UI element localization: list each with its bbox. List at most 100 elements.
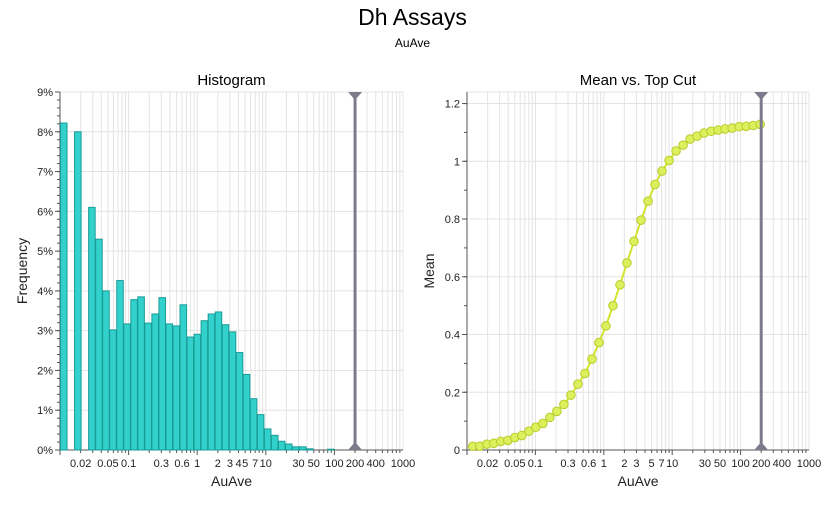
x-axis-label: AuAve <box>211 473 252 489</box>
mean-point <box>580 368 590 379</box>
histogram-bar <box>249 398 258 451</box>
x-tick-label: 7 <box>252 458 258 470</box>
x-tick-label: 2 <box>215 458 221 470</box>
y-tick-label: 7% <box>37 167 53 179</box>
y-tick-label: 9% <box>37 87 53 99</box>
histogram-bar <box>151 313 159 451</box>
mean-chart: 00.20.40.60.811.20.02 0.05 0.1 0.3 0.6 1 2 3 5 7 1… <box>421 72 821 489</box>
x-tick-label: 30 <box>699 458 711 470</box>
top-cut-marker[interactable] <box>348 92 363 450</box>
x-tick-label: 0.6 <box>174 458 189 470</box>
histogram-bar <box>256 414 265 451</box>
x-tick-label: 200 <box>752 458 770 470</box>
x-tick-label: 5 <box>242 458 248 470</box>
x-tick-label: 2 <box>621 458 627 470</box>
chart-title: Histogram <box>197 72 265 89</box>
chart-title: Mean vs. Top Cut <box>580 72 697 89</box>
x-tick-label: 0.1 <box>121 458 136 470</box>
mean-point <box>643 196 653 206</box>
x-tick-label: 0.6 <box>581 458 596 470</box>
histogram-chart: 0%1%2%3%4%5%6%7%8%9%0.02 0.05 0.1 0.3 0.6 1 2 3… <box>14 72 415 489</box>
y-tick-label: 0.2 <box>445 387 460 399</box>
histogram-bar <box>299 446 307 451</box>
x-tick-label: 10 <box>666 458 678 470</box>
y-tick-label: 0.4 <box>445 330 460 342</box>
y-tick-label: 5% <box>37 246 53 258</box>
x-tick-label: 1 <box>194 458 200 470</box>
y-tick-label: 0.8 <box>445 214 460 226</box>
y-tick-label: 6% <box>37 206 53 218</box>
histogram-bar <box>242 373 251 451</box>
y-tick-label: 1.2 <box>445 99 460 111</box>
x-tick-label: 4 <box>235 458 241 470</box>
y-tick-label: 0 <box>454 445 460 457</box>
x-tick-label: 400 <box>367 458 385 470</box>
y-tick-label: 1 <box>454 156 460 168</box>
x-tick-label: 1000 <box>797 458 821 470</box>
mean-point <box>657 166 667 176</box>
y-tick-label: 0% <box>37 445 53 457</box>
y-tick-label: 0.6 <box>445 272 460 284</box>
histogram-bar <box>74 131 82 451</box>
x-tick-label: 30 <box>292 458 304 470</box>
histogram-bar <box>200 320 209 451</box>
x-tick-label: 7 <box>659 458 665 470</box>
x-tick-label: 3 <box>633 458 639 470</box>
histogram-bar <box>306 448 314 451</box>
x-tick-label: 100 <box>731 458 749 470</box>
y-tick-label: 4% <box>37 286 53 298</box>
mean-point <box>636 215 646 225</box>
histogram-bar <box>292 446 300 451</box>
mean-point <box>622 258 632 268</box>
mean-point <box>552 406 562 417</box>
mean-point <box>615 280 625 290</box>
mean-point <box>608 300 618 311</box>
histogram-bar <box>116 280 124 451</box>
x-tick-label: 1 <box>601 458 607 470</box>
histogram-bar <box>221 324 230 451</box>
histogram-bar <box>130 299 138 451</box>
top-cut-handle-bottom <box>348 442 363 450</box>
x-tick-label: 0.02 <box>70 458 91 470</box>
x-tick-label: 100 <box>325 458 343 470</box>
page-subtitle: AuAve <box>394 36 431 50</box>
histogram-bar <box>60 122 68 451</box>
x-tick-label: 50 <box>714 458 726 470</box>
x-tick-label: 0.05 <box>504 458 525 470</box>
mean-point <box>629 236 639 247</box>
x-tick-label: 0.02 <box>477 458 498 470</box>
histogram-bar <box>186 336 195 451</box>
top-cut-handle-top <box>348 92 363 100</box>
top-cut-marker[interactable] <box>754 92 769 450</box>
histogram-bar <box>277 440 286 451</box>
y-tick-label: 2% <box>37 365 53 377</box>
mean-point <box>517 430 527 441</box>
mean-point <box>650 179 660 190</box>
mean-point <box>587 354 597 364</box>
mean-point <box>601 321 611 331</box>
histogram-bar <box>123 323 131 451</box>
y-tick-label: 3% <box>37 326 53 338</box>
page-title: Dh Assays <box>358 4 467 30</box>
mean-point <box>559 399 569 410</box>
y-axis-label: Frequency <box>14 238 30 304</box>
x-tick-label: 0.3 <box>154 458 169 470</box>
histogram-bar <box>207 313 216 451</box>
mean-point <box>524 426 534 437</box>
histogram-bar <box>270 434 279 451</box>
mean-point <box>573 379 583 389</box>
histogram-bar <box>179 304 188 451</box>
top-cut-handle-bottom <box>754 442 769 450</box>
histogram-bar <box>285 443 293 451</box>
histogram-bar <box>193 333 202 451</box>
x-tick-label: 0.05 <box>97 458 118 470</box>
x-axis-label: AuAve <box>618 473 659 489</box>
histogram-bar <box>327 448 335 451</box>
x-tick-label: 50 <box>308 458 320 470</box>
histogram-bar <box>95 238 103 451</box>
y-tick-label: 8% <box>37 127 53 139</box>
x-tick-label: 400 <box>773 458 791 470</box>
mean-point <box>671 146 681 156</box>
mean-point <box>664 155 674 166</box>
